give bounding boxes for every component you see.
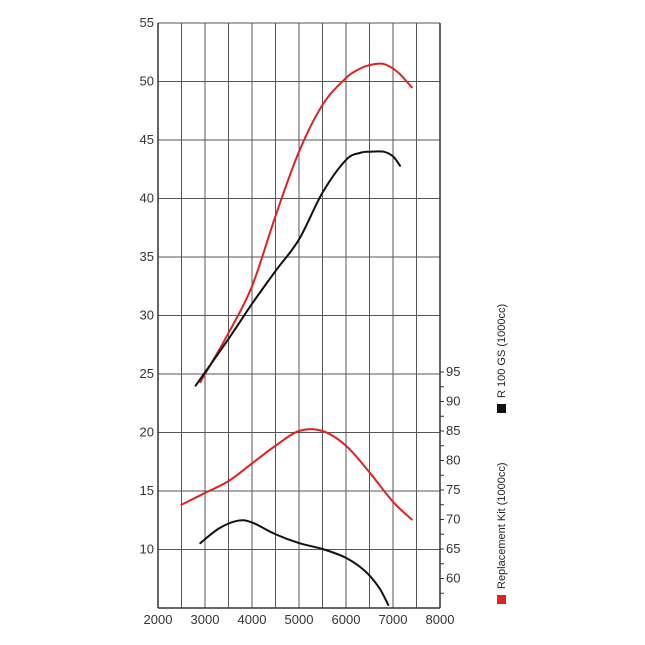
legend-label: Replacement Kit (1000cc) <box>496 462 508 589</box>
y-left-tick-label: 50 <box>140 74 154 89</box>
y-right-tick-label: 90 <box>446 394 460 409</box>
legend-swatch <box>497 404 506 413</box>
y-right-tick-label: 70 <box>446 512 460 527</box>
x-tick-label: 5000 <box>285 612 314 627</box>
y-right-tick-label: 60 <box>446 571 460 586</box>
y-right-tick-label: 95 <box>446 364 460 379</box>
y-left-tick-label: 10 <box>140 542 154 557</box>
x-tick-label: 4000 <box>238 612 267 627</box>
y-left-tick-label: 15 <box>140 483 154 498</box>
y-right-tick-label: 80 <box>446 453 460 468</box>
y-left-tick-label: 45 <box>140 132 154 147</box>
x-tick-label: 6000 <box>332 612 361 627</box>
y-right-tick-label: 85 <box>446 423 460 438</box>
r100gs-lower-curve <box>199 519 390 607</box>
y-left-tick-label: 25 <box>140 366 154 381</box>
y-left-tick-label: 20 <box>140 425 154 440</box>
plot-frame <box>157 23 444 609</box>
y-right-tick-label: 65 <box>446 541 460 556</box>
x-tick-label: 2000 <box>144 612 173 627</box>
grid <box>157 22 441 608</box>
legend-swatch <box>497 595 506 604</box>
x-tick-label: 8000 <box>426 612 455 627</box>
x-tick-label: 7000 <box>379 612 408 627</box>
y-left-tick-label: 35 <box>140 249 154 264</box>
y-right-tick-label: 75 <box>446 482 460 497</box>
series-lines <box>180 62 413 607</box>
y-left-tick-label: 30 <box>140 308 154 323</box>
legend: R 100 GS (1000cc) Replacement Kit (1000cc… <box>496 304 508 604</box>
x-tick-label: 3000 <box>191 612 220 627</box>
y-left-tick-label: 40 <box>140 191 154 206</box>
tick-labels: 2000 3000 4000 5000 6000 7000 8000 10 15 20 25 30 35… <box>140 15 461 627</box>
replacement-kit-upper-curve <box>199 62 413 384</box>
y-left-tick-label: 55 <box>140 15 154 30</box>
legend-label: R 100 GS (1000cc) <box>496 304 508 398</box>
r100gs-upper-curve <box>194 150 402 387</box>
replacement-kit-lower-curve <box>180 428 413 521</box>
